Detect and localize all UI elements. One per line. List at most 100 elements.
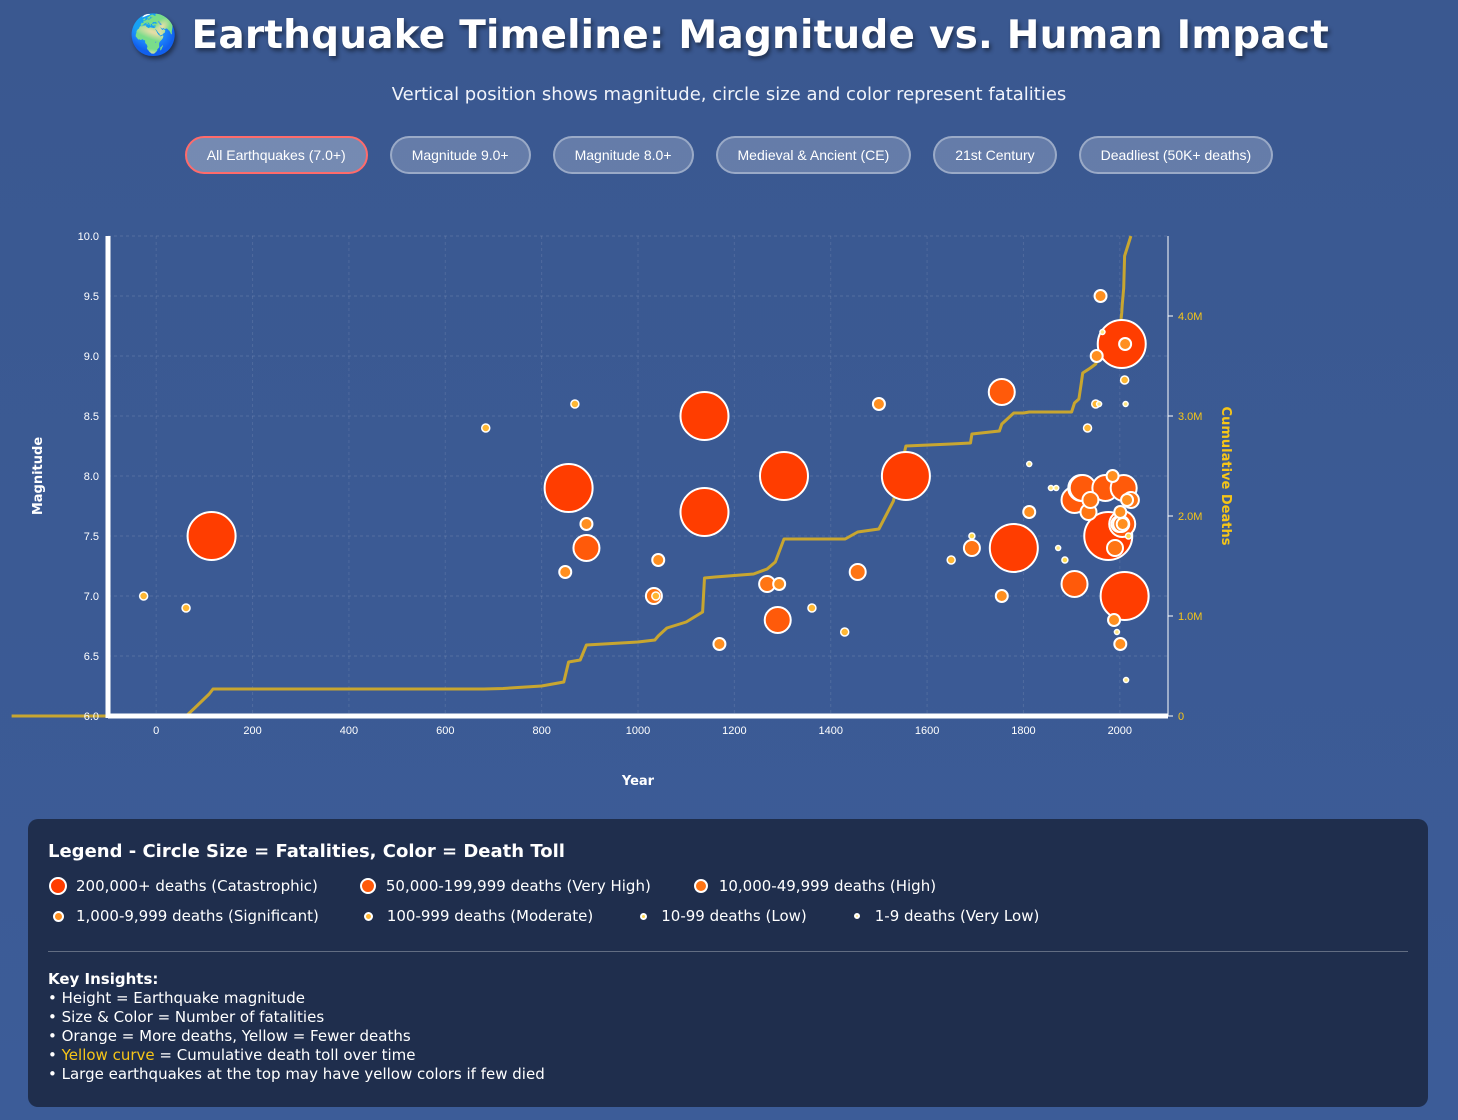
earthquake-point xyxy=(579,517,594,531)
earthquake-point xyxy=(572,534,601,562)
earthquake-point xyxy=(1060,570,1089,598)
key-insights: Key Insights: • Height = Earthquake magn… xyxy=(48,970,1408,1084)
earthquake-point xyxy=(1061,556,1069,564)
earthquake-point xyxy=(186,511,237,561)
cumulative-deaths-line xyxy=(11,235,1133,718)
earthquake-point xyxy=(1095,400,1103,408)
legend-title: Legend - Circle Size = Fatalities, Color… xyxy=(48,841,565,862)
x-tick-label: 0 xyxy=(153,725,159,737)
earthquake-point xyxy=(1099,328,1106,336)
y2-tick-label: 2.0M xyxy=(1178,511,1202,523)
y-tick-label: 10.0 xyxy=(78,231,99,243)
filter-21st-century-button[interactable]: 21st Century xyxy=(933,136,1057,174)
earthquake-point xyxy=(763,606,792,634)
legend-swatch-very-high xyxy=(359,878,376,894)
legend-swatch-moderate xyxy=(364,911,374,921)
legend-label: 10,000-49,999 deaths (High) xyxy=(718,877,937,895)
legend-item: 10-99 deaths (Low) xyxy=(633,906,807,926)
insight-line: • Large earthquakes at the top may have … xyxy=(48,1065,545,1083)
x-tick-label: 800 xyxy=(532,725,550,737)
page-subtitle: Vertical position shows magnitude, circl… xyxy=(391,84,1067,105)
legend-swatch-high xyxy=(693,879,708,893)
earthquake-point xyxy=(1093,289,1108,303)
filter-mag9-button[interactable]: Magnitude 9.0+ xyxy=(389,136,531,174)
earthquake-point xyxy=(968,532,976,540)
legend-label: 1,000-9,999 deaths (Significant) xyxy=(76,907,319,925)
y-tick-label: 6.0 xyxy=(84,711,99,723)
x-axis-title: Year xyxy=(621,774,655,789)
insight-line: • Size & Color = Number of fatalities xyxy=(48,1008,325,1026)
earthquake-point xyxy=(962,539,981,557)
earthquake-point xyxy=(1107,613,1122,627)
y-tick-label: 7.5 xyxy=(84,531,99,543)
earthquake-point xyxy=(1089,349,1104,363)
insight-highlight: Yellow curve xyxy=(61,1046,155,1064)
filter-all-button[interactable]: All Earthquakes (7.0+) xyxy=(184,136,368,174)
x-tick-label: 600 xyxy=(436,725,454,737)
earthquake-point xyxy=(558,565,573,579)
y2-tick-label: 0 xyxy=(1178,711,1184,723)
x-tick-label: 200 xyxy=(243,725,261,737)
earthquake-point xyxy=(839,627,850,637)
insight-line: • Height = Earthquake magnitude xyxy=(48,989,306,1007)
earthquake-point xyxy=(138,591,149,601)
x-tick-label: 1800 xyxy=(1011,725,1035,737)
legend-items: 200,000+ deaths (Catastrophic) 50,000-19… xyxy=(48,876,1248,926)
filter-deadliest-button[interactable]: Deadliest (50K+ deaths) xyxy=(1078,136,1274,174)
x-tick-label: 1600 xyxy=(915,725,939,737)
earthquake-point xyxy=(1081,491,1100,509)
earthquake-point xyxy=(1106,539,1124,557)
earthquake-point xyxy=(570,399,580,409)
legend-item: 200,000+ deaths (Catastrophic) xyxy=(48,876,318,896)
y2-tick-label: 4.0M xyxy=(1178,311,1202,323)
y2-tick-label: 3.0M xyxy=(1178,411,1202,423)
x-tick-label: 1200 xyxy=(722,725,746,737)
earthquake-point xyxy=(880,451,931,501)
earthquake-point xyxy=(1122,676,1130,684)
earthquake-point xyxy=(1124,532,1133,540)
earthquake-point xyxy=(1113,505,1128,519)
legend-swatch-catastrophic xyxy=(49,877,67,895)
x-tick-label: 1400 xyxy=(818,725,842,737)
y-axis-title: Magnitude xyxy=(31,437,46,516)
x-tick-label: 400 xyxy=(340,725,358,737)
earthquake-point xyxy=(1119,375,1130,385)
legend-item: 10,000-49,999 deaths (High) xyxy=(691,876,936,896)
earthquake-point xyxy=(1115,517,1130,531)
earthquake-point xyxy=(1082,423,1093,433)
filter-medieval-button[interactable]: Medieval & Ancient (CE) xyxy=(715,136,912,174)
earthquake-point xyxy=(1054,544,1062,552)
legend-label: 1-9 deaths (Very Low) xyxy=(874,907,1040,925)
x-tick-label: 1000 xyxy=(626,725,650,737)
legend-label: 10-99 deaths (Low) xyxy=(661,907,807,925)
earthquake-point xyxy=(1047,484,1055,492)
earthquake-point xyxy=(1105,469,1120,483)
legend-item: 1-9 deaths (Very Low) xyxy=(847,906,1040,926)
earthquake-point xyxy=(946,555,956,565)
legend-item: 1,000-9,999 deaths (Significant) xyxy=(48,906,319,926)
legend-swatch-very-low xyxy=(853,913,860,919)
filter-mag8-button[interactable]: Magnitude 8.0+ xyxy=(552,136,694,174)
insight-text: = Cumulative death toll over time xyxy=(154,1046,416,1064)
earthquake-point xyxy=(994,589,1009,603)
earthquake-point xyxy=(543,463,594,513)
legend-item: 50,000-199,999 deaths (Very High) xyxy=(358,876,651,896)
earthquake-point xyxy=(1025,460,1033,468)
earthquake-point xyxy=(1099,571,1150,621)
earthquake-point xyxy=(1120,493,1135,507)
legend-label: 100-999 deaths (Moderate) xyxy=(386,907,594,925)
earthquake-point xyxy=(1122,400,1129,408)
earthquake-point xyxy=(181,603,191,613)
earthquake-point xyxy=(1118,337,1133,351)
earthquake-point xyxy=(758,451,809,501)
legend-divider xyxy=(48,951,1408,952)
earthquake-point xyxy=(651,591,661,601)
legend-label: 50,000-199,999 deaths (Very High) xyxy=(385,877,651,895)
earthquake-point xyxy=(1022,505,1037,519)
y-tick-label: 8.5 xyxy=(84,411,99,423)
earthquake-point xyxy=(988,523,1039,573)
y2-tick-label: 1.0M xyxy=(1178,611,1202,623)
earthquake-point xyxy=(848,563,867,581)
legend-swatch-significant xyxy=(52,910,64,922)
earthquake-point xyxy=(712,637,727,651)
